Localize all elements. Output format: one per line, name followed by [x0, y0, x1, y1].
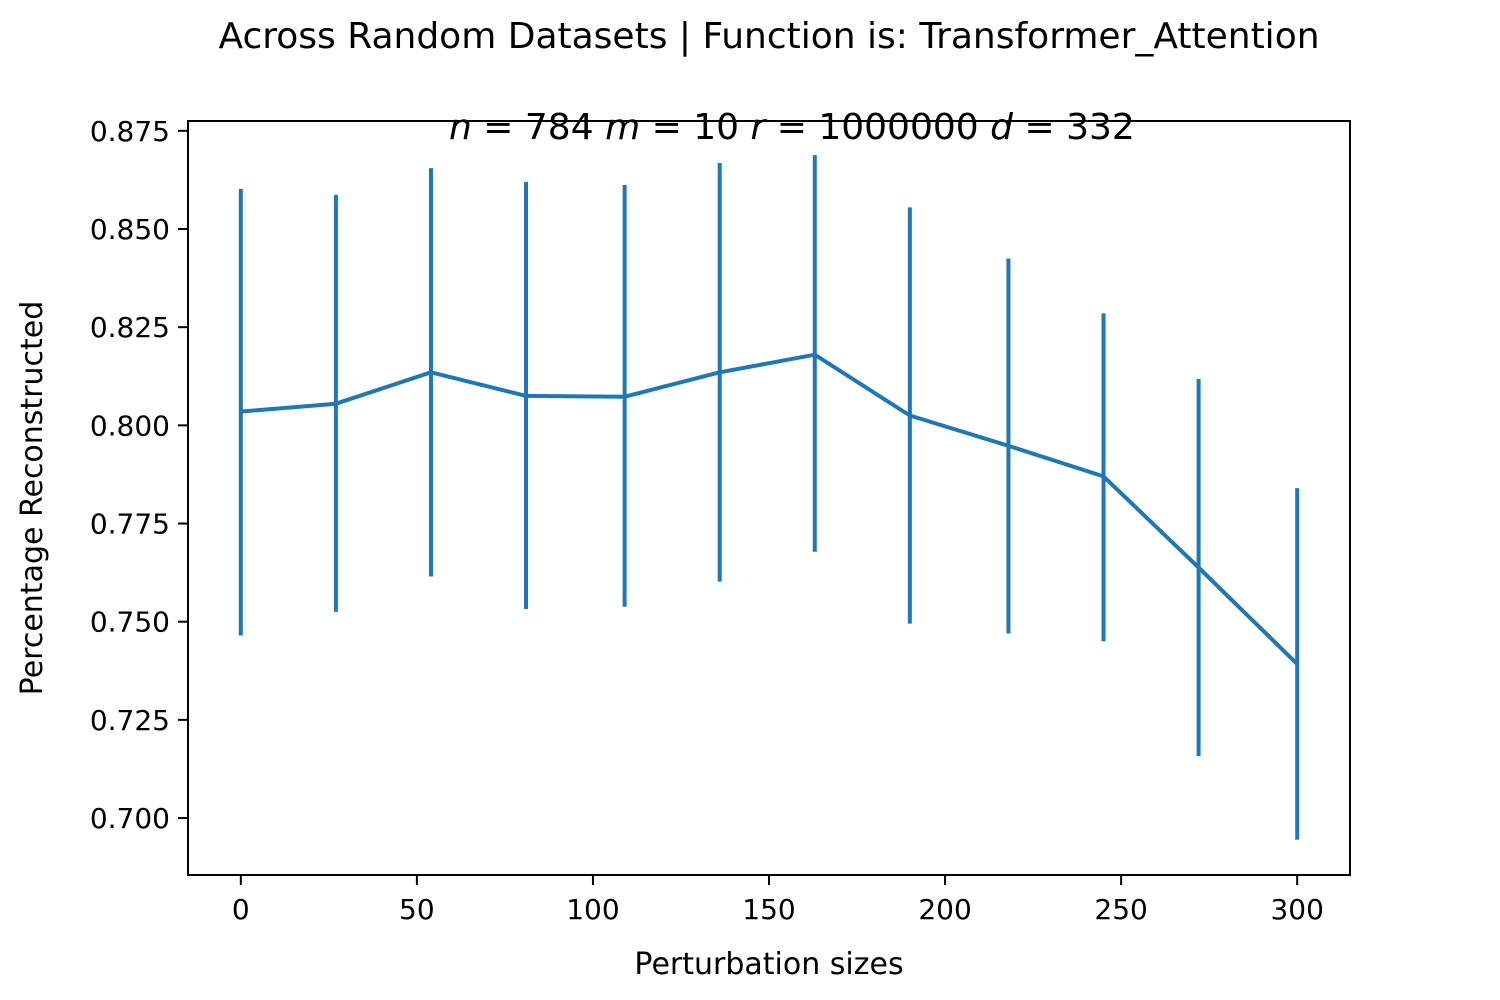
- x-axis-label: Perturbation sizes: [634, 947, 903, 982]
- y-tick-label: 0.775: [90, 508, 170, 541]
- y-tick-label: 0.725: [90, 704, 170, 737]
- subtitle-var-r: r: [750, 107, 766, 148]
- y-tick-label: 0.875: [90, 115, 170, 148]
- subtitle-value-r: 1000000: [818, 107, 979, 148]
- subtitle-var-m: m: [605, 107, 641, 148]
- x-tick-label: 0: [232, 893, 250, 926]
- y-axis-label: Percentage Reconstructed: [15, 301, 50, 696]
- y-tick-label: 0.850: [90, 213, 170, 246]
- y-tick-label: 0.800: [90, 409, 170, 442]
- subtitle-var-n: n: [449, 107, 472, 148]
- subtitle-value-d: 332: [1066, 107, 1135, 148]
- chart-subtitle: n = 784 m = 10 r = 1000000 d = 332: [449, 107, 1135, 148]
- x-tick-label: 300: [1270, 893, 1323, 926]
- y-tick-label: 0.825: [90, 311, 170, 344]
- subtitle-var-d: d: [990, 107, 1013, 148]
- axes-frame: [187, 120, 1351, 876]
- x-tick-label: 100: [566, 893, 619, 926]
- y-tick-label: 0.750: [90, 606, 170, 639]
- subtitle-value-n: 784: [524, 107, 594, 148]
- x-tick-label: 200: [918, 893, 971, 926]
- series-line: [240, 352, 1299, 666]
- subtitle-value-m: 10: [693, 107, 740, 148]
- x-tick-label: 50: [399, 893, 435, 926]
- x-tick-label: 150: [742, 893, 795, 926]
- chart-title: Across Random Datasets | Function is: Tr…: [218, 16, 1320, 57]
- x-tick-label: 250: [1094, 893, 1147, 926]
- y-tick-label: 0.700: [90, 802, 170, 835]
